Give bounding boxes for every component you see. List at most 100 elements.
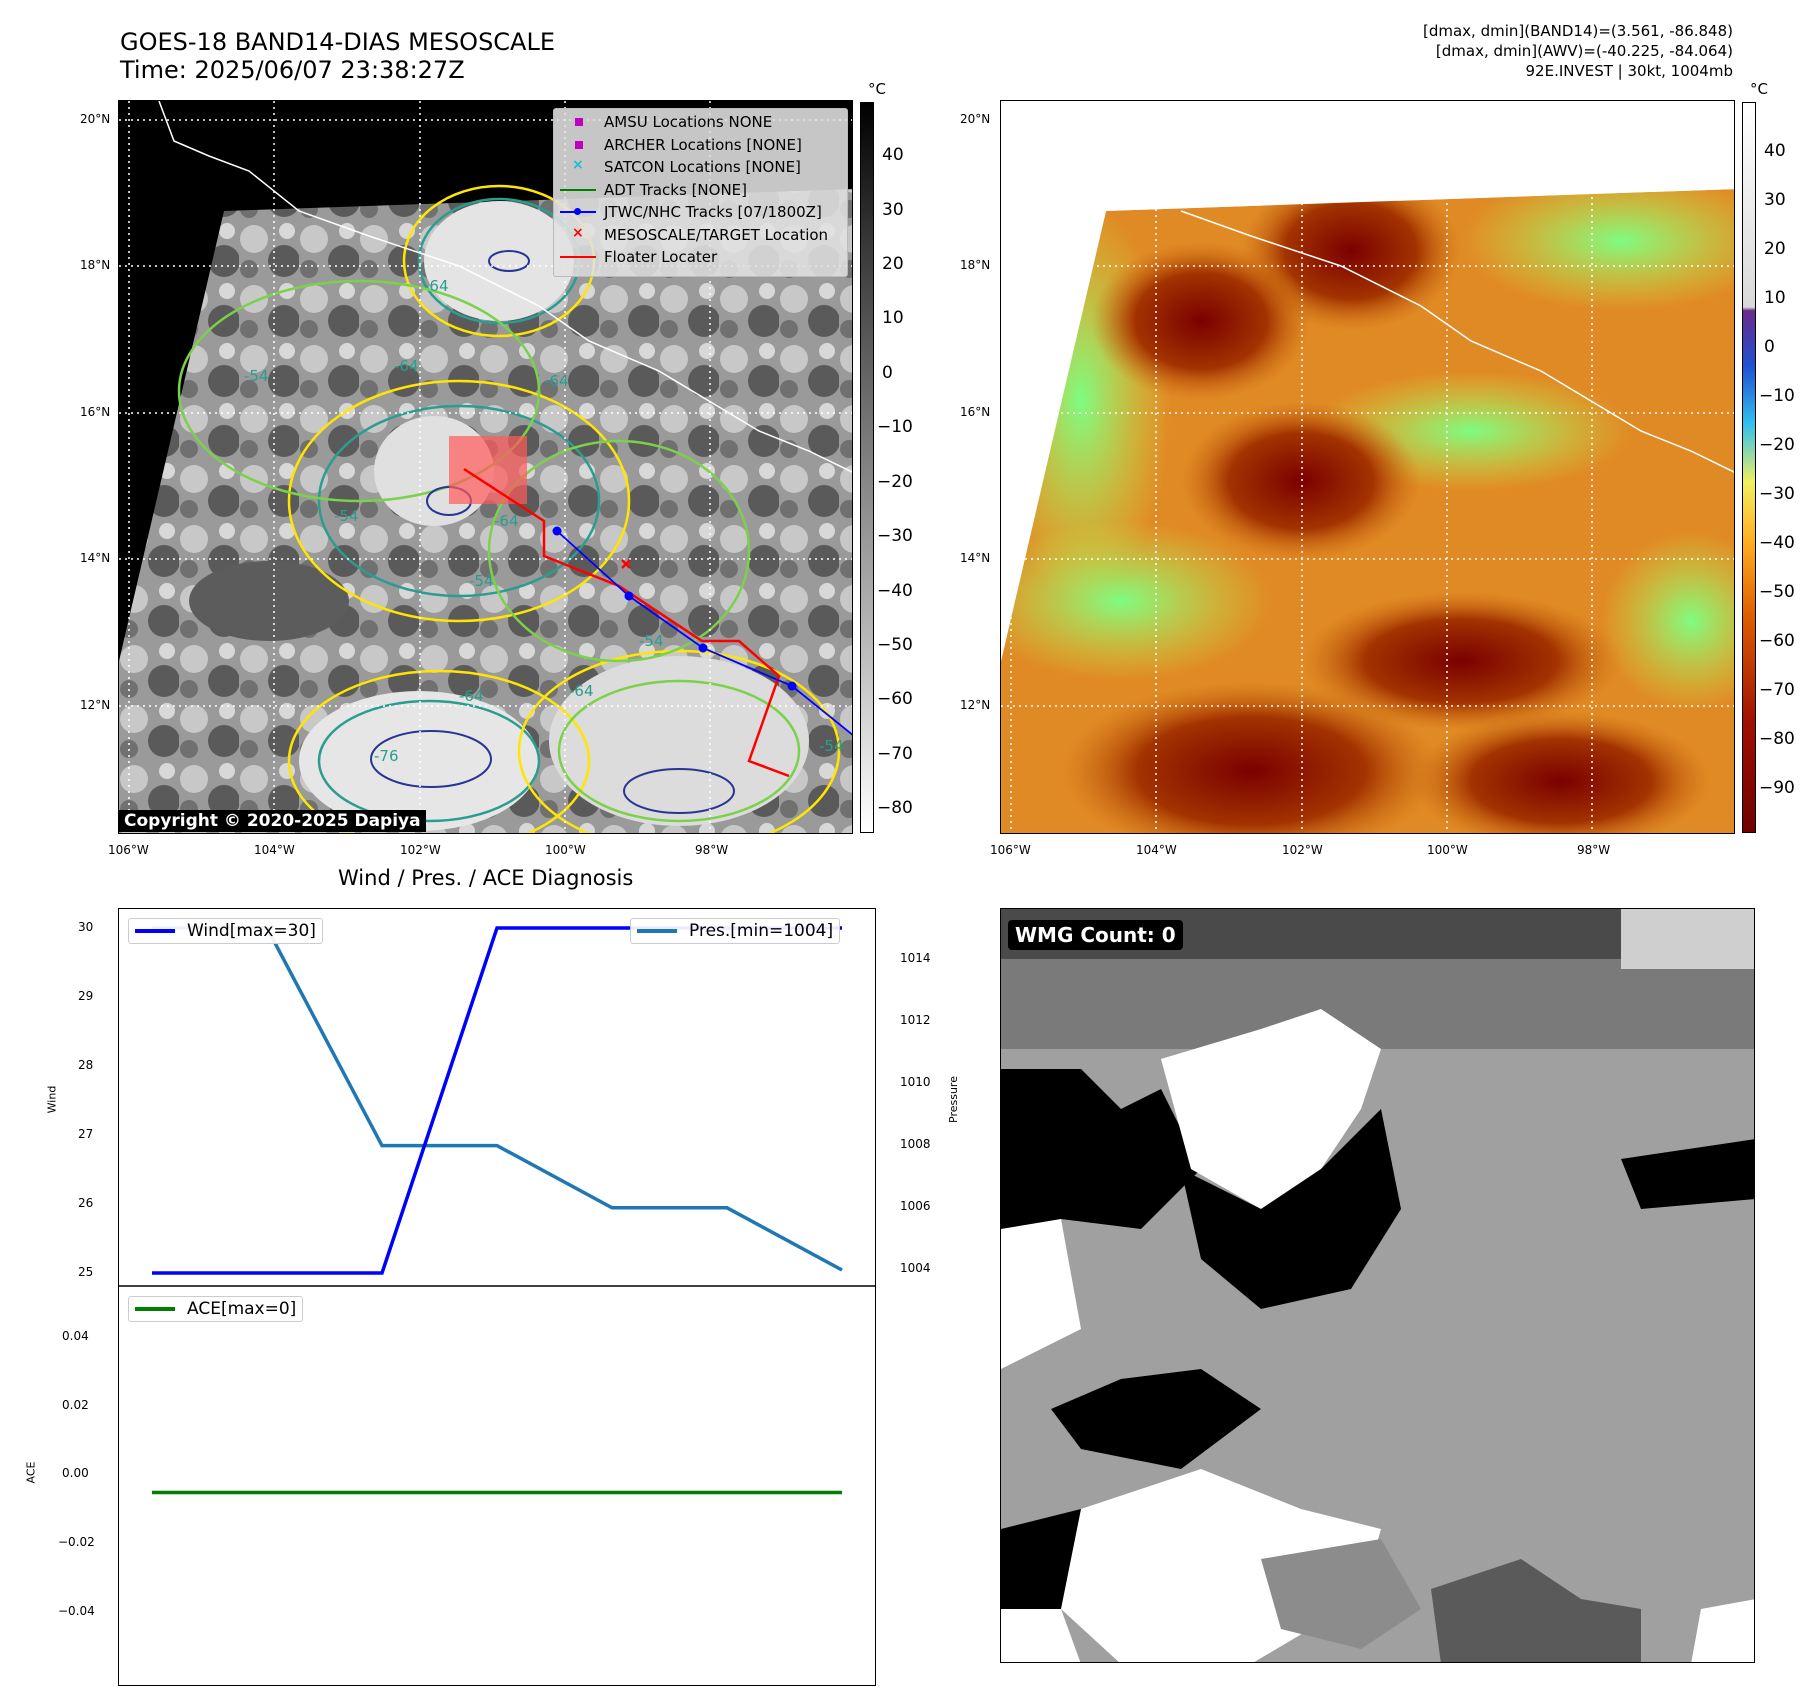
contour-label: -76 bbox=[374, 747, 399, 765]
contour-label: -54 bbox=[469, 572, 494, 590]
colorbar-tick: 0 bbox=[1764, 337, 1775, 357]
contour-label: -64 bbox=[569, 682, 594, 700]
contour-label: -54 bbox=[819, 737, 844, 755]
map-legend: AMSU Locations NONE ARCHER Locations [NO… bbox=[553, 108, 848, 277]
lat-label: 20°N bbox=[960, 112, 991, 126]
wind-series-line bbox=[152, 926, 842, 1275]
legend-item-floater: Floater Locater bbox=[554, 246, 847, 269]
legend-item-amsu: AMSU Locations NONE bbox=[554, 111, 847, 134]
lon-label: 102°W bbox=[400, 843, 441, 857]
lon-label: 100°W bbox=[1427, 843, 1468, 857]
colorbar-unit: °C bbox=[1750, 80, 1768, 98]
wind-tick: 29 bbox=[78, 989, 94, 1003]
lon-label: 98°W bbox=[1577, 843, 1611, 857]
legend-item-archer: ARCHER Locations [NONE] bbox=[554, 134, 847, 157]
lon-label: 104°W bbox=[1136, 843, 1177, 857]
colorbar-tick: 40 bbox=[1764, 141, 1786, 161]
pressure-tick: 1006 bbox=[900, 1199, 931, 1213]
lat-label: 12°N bbox=[960, 698, 991, 712]
contour-label: -64 bbox=[494, 512, 519, 530]
colorbar-tick: −80 bbox=[877, 798, 913, 818]
lon-label: 100°W bbox=[545, 843, 586, 857]
legend-item-target: × MESOSCALE/TARGET Location bbox=[572, 224, 829, 244]
ace-axis-label: ACE bbox=[24, 1461, 38, 1484]
colorbar-unit: °C bbox=[868, 80, 886, 98]
pressure-legend: Pres.[min=1004] bbox=[630, 918, 841, 944]
lat-label: 12°N bbox=[80, 698, 111, 712]
lat-label: 18°N bbox=[80, 258, 111, 272]
colorbar-tick: −70 bbox=[877, 744, 913, 764]
contour-label: -64 bbox=[544, 372, 569, 390]
wind-tick: 28 bbox=[78, 1058, 94, 1072]
figure-title: GOES-18 BAND14-DIAS MESOSCALE bbox=[120, 28, 556, 56]
figure-time: Time: 2025/06/07 23:38:27Z bbox=[120, 56, 465, 84]
lon-label: 106°W bbox=[108, 843, 149, 857]
colorbar-tick: 10 bbox=[882, 308, 904, 328]
copyright-label: Copyright © 2020-2025 Dapiya bbox=[119, 810, 426, 832]
lon-label: 106°W bbox=[990, 843, 1031, 857]
ace-tick: −0.04 bbox=[58, 1604, 95, 1618]
lat-label: 16°N bbox=[960, 405, 991, 419]
awv-colorbar bbox=[1742, 102, 1756, 833]
wind-legend: Wind[max=30] bbox=[128, 918, 323, 944]
info-storm: 92E.INVEST | 30kt, 1004mb bbox=[1525, 62, 1734, 80]
colorbar-tick: −50 bbox=[877, 635, 913, 655]
colorbar-tick: 10 bbox=[1764, 288, 1786, 308]
legend-item-jtwc: JTWC/NHC Tracks [07/1800Z] bbox=[554, 201, 847, 224]
wmg-count-label: WMG Count: 0 bbox=[1008, 920, 1183, 950]
colorbar-tick: −10 bbox=[877, 417, 913, 437]
grayscale-colorbar bbox=[860, 102, 874, 833]
colorbar-tick: −20 bbox=[1759, 435, 1795, 455]
ace-tick: 0.04 bbox=[62, 1329, 89, 1343]
pressure-series-line bbox=[152, 926, 843, 1272]
lat-label: 18°N bbox=[960, 258, 991, 272]
info-band14-range: [dmax, dmin](BAND14)=(3.561, -86.848) bbox=[1422, 22, 1733, 40]
ace-tick: 0.00 bbox=[62, 1466, 89, 1480]
lat-label: 20°N bbox=[80, 112, 111, 126]
colorbar-tick: −70 bbox=[1759, 680, 1795, 700]
colorbar-tick: −60 bbox=[877, 689, 913, 709]
awv-map-image bbox=[1001, 101, 1734, 833]
pressure-tick: 1008 bbox=[900, 1137, 931, 1151]
wind-tick: 26 bbox=[78, 1196, 94, 1210]
ace-legend: ACE[max=0] bbox=[128, 1296, 304, 1322]
wind-tick: 25 bbox=[78, 1265, 94, 1279]
legend-item-adt: ADT Tracks [NONE] bbox=[554, 179, 847, 202]
awv-map-panel bbox=[1000, 100, 1735, 834]
colorbar-tick: −20 bbox=[877, 472, 913, 492]
colorbar-tick: −50 bbox=[1759, 582, 1795, 602]
pressure-tick: 1004 bbox=[900, 1261, 931, 1275]
contour-label: -54 bbox=[334, 507, 359, 525]
wind-tick: 27 bbox=[78, 1127, 94, 1141]
lat-label: 14°N bbox=[80, 551, 111, 565]
wmg-panel bbox=[1000, 908, 1755, 1663]
colorbar-tick: −60 bbox=[1759, 631, 1795, 651]
colorbar-tick: −10 bbox=[1759, 386, 1795, 406]
pressure-axis-label: Pressure bbox=[946, 1076, 960, 1123]
colorbar-tick: −30 bbox=[877, 526, 913, 546]
ace-tick: 0.02 bbox=[62, 1398, 89, 1412]
colorbar-tick: 30 bbox=[882, 200, 904, 220]
lat-label: 14°N bbox=[960, 551, 991, 565]
lon-label: 98°W bbox=[695, 843, 729, 857]
lon-label: 104°W bbox=[254, 843, 295, 857]
legend-item-satcon: × SATCON Locations [NONE] bbox=[572, 157, 801, 177]
contour-label: -64 bbox=[424, 277, 449, 295]
contour-label: -64 bbox=[459, 687, 484, 705]
wind-axis-label: Wind bbox=[45, 1085, 59, 1114]
contour-label: -54 bbox=[639, 632, 664, 650]
colorbar-tick: 0 bbox=[882, 363, 893, 383]
colorbar-tick: 40 bbox=[882, 145, 904, 165]
wind-tick: 30 bbox=[78, 920, 94, 934]
lon-label: 102°W bbox=[1282, 843, 1323, 857]
diagnosis-title: Wind / Pres. / ACE Diagnosis bbox=[338, 866, 634, 890]
info-awv-range: [dmax, dmin](AWV)=(-40.225, -84.064) bbox=[1435, 42, 1733, 60]
lat-label: 16°N bbox=[80, 405, 111, 419]
colorbar-tick: −80 bbox=[1759, 729, 1795, 749]
ir-map-image: -54 -64 -64 -54 -64 -54 -64 -54 -76 -64 … bbox=[119, 101, 852, 833]
pressure-tick: 1010 bbox=[900, 1075, 931, 1089]
colorbar-tick: 20 bbox=[1764, 239, 1786, 259]
colorbar-tick: −30 bbox=[1759, 484, 1795, 504]
pressure-tick: 1014 bbox=[900, 951, 931, 965]
ace-tick: −0.02 bbox=[58, 1535, 95, 1549]
